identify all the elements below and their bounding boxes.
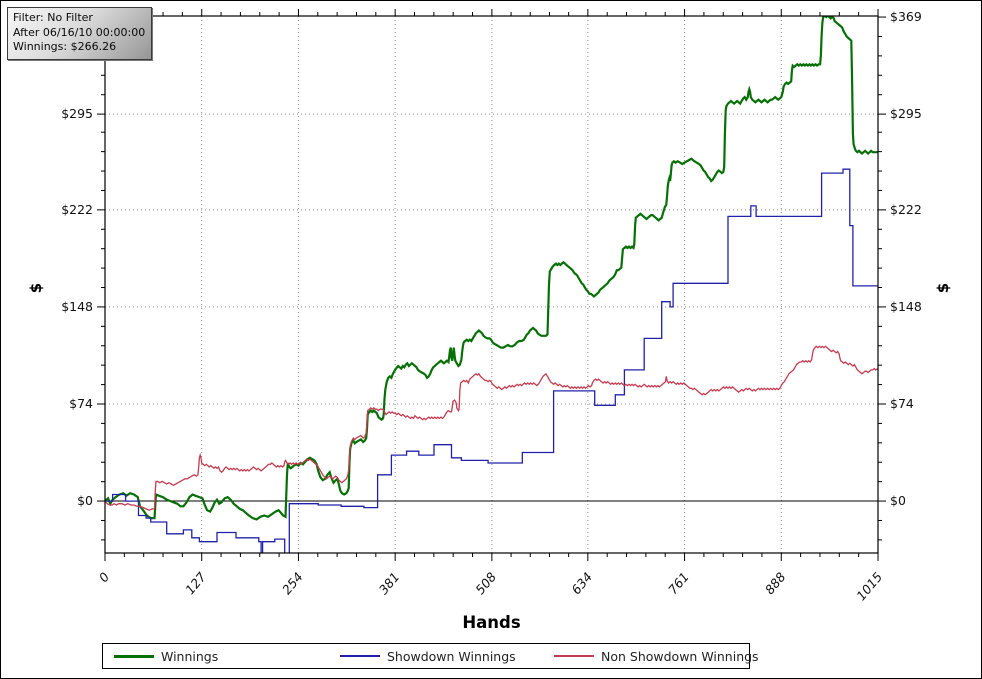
- series-line-2: [105, 345, 878, 511]
- y-tick-label-left: $74: [69, 396, 93, 411]
- y-axis-title-left: $: [27, 283, 45, 293]
- x-tick-label: 381: [376, 569, 403, 597]
- x-tick-label: 0: [96, 569, 113, 585]
- non-showdown-winnings-line-swatch: [554, 655, 594, 657]
- legend-label-non-showdown-winnings: Non Showdown Winnings: [601, 648, 759, 664]
- series-line-1: [105, 168, 878, 553]
- legend-item-showdown-winnings: Showdown Winnings: [340, 644, 516, 668]
- x-tick-label: 761: [665, 569, 692, 597]
- y-tick-label-left: $0: [77, 493, 93, 508]
- x-tick-label: 888: [762, 569, 789, 597]
- y-tick-label-right: $295: [890, 106, 922, 121]
- x-axis-title: Hands: [462, 613, 521, 632]
- y-tick-label-left: $295: [61, 106, 93, 121]
- series-group: [105, 16, 878, 553]
- x-tick-label: 634: [568, 569, 595, 597]
- y-axis-title-right: $: [934, 283, 952, 293]
- winnings-line-swatch: [114, 654, 154, 658]
- y-tick-label-right: $148: [890, 299, 922, 314]
- x-tick-label: 1015: [853, 569, 885, 603]
- filter-date-line: After 06/16/10 00:00:00: [13, 25, 146, 39]
- x-tick-label: 508: [472, 569, 499, 597]
- y-tick-label-right: $0: [890, 493, 906, 508]
- y-tick-label-left: $148: [61, 299, 93, 314]
- legend-label-winnings: Winnings: [161, 648, 219, 664]
- legend-label-showdown-winnings: Showdown Winnings: [387, 648, 516, 664]
- filter-info-line: Filter: No Filter: [13, 11, 93, 24]
- legend: Winnings Showdown Winnings Non Showdown …: [102, 643, 759, 669]
- x-tick-label: 127: [182, 569, 209, 597]
- legend-item-non-showdown-winnings: Non Showdown Winnings: [554, 644, 759, 668]
- y-tick-label-right: $74: [890, 396, 914, 411]
- showdown-winnings-line-swatch: [340, 655, 380, 657]
- y-tick-label-left: $222: [61, 202, 93, 217]
- legend-item-winnings: Winnings: [114, 644, 218, 668]
- filter-winnings-line: Winnings: $266.26: [13, 40, 117, 53]
- y-tick-label-right: $369: [890, 9, 922, 24]
- filter-info-box: Filter: No Filter After 06/16/10 00:00:0…: [7, 7, 153, 60]
- series-line-0: [105, 16, 878, 521]
- x-tick-label: 254: [279, 569, 306, 597]
- y-tick-label-right: $222: [890, 202, 922, 217]
